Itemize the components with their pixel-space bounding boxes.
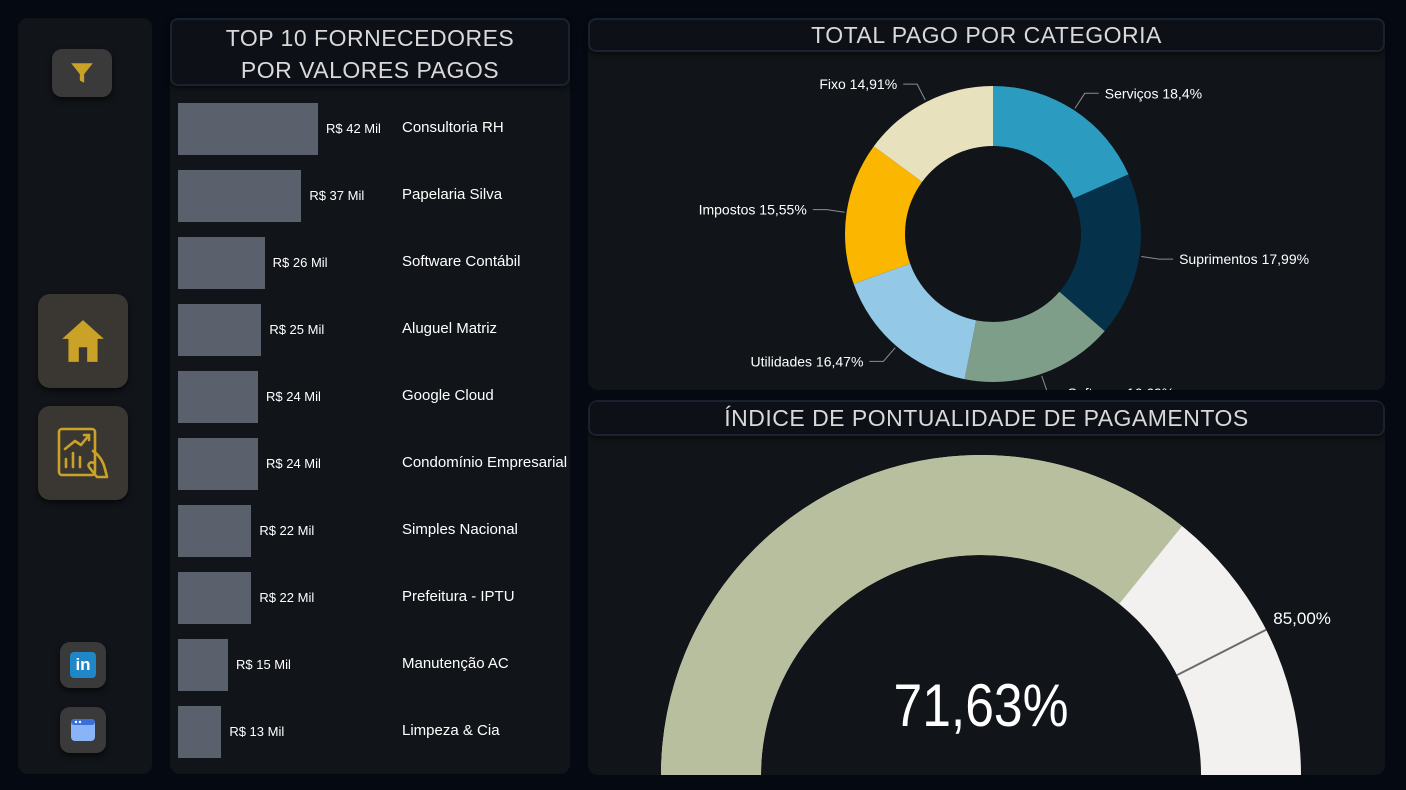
browser-button[interactable] <box>60 707 106 753</box>
supplier-bar[interactable] <box>178 639 228 691</box>
gauge-value-arc[interactable] <box>661 454 1183 775</box>
supplier-bar-row[interactable]: R$ 42 Mil Consultoria RH <box>178 103 568 157</box>
supplier-bar-value: R$ 25 Mil <box>269 322 325 337</box>
supplier-name: Condomínio Empresarial <box>402 454 568 471</box>
donut-slice-fixo[interactable] <box>873 86 993 182</box>
filter-icon <box>71 63 93 83</box>
donut-slice-software[interactable] <box>964 291 1105 383</box>
donut-leader-line <box>903 83 926 101</box>
donut-leader-line <box>812 209 845 213</box>
donut-slice-serviços[interactable] <box>993 86 1129 199</box>
supplier-bar[interactable] <box>178 505 252 557</box>
supplier-bar[interactable] <box>178 706 222 758</box>
supplier-bar[interactable] <box>178 237 265 289</box>
linkedin-button[interactable]: in <box>60 642 106 688</box>
supplier-bar-row[interactable]: R$ 24 Mil Condomínio Empresarial <box>178 438 568 492</box>
supplier-bar[interactable] <box>178 103 318 155</box>
sidebar: in <box>18 18 152 774</box>
supplier-bar[interactable] <box>178 438 258 490</box>
donut-leader-line <box>1041 375 1048 390</box>
supplier-bar-value: R$ 24 Mil <box>266 389 321 404</box>
suppliers-panel: TOP 10 FORNECEDORES POR VALORES PAGOS R$… <box>170 18 570 774</box>
punctuality-title: ÍNDICE DE PONTUALIDADE DE PAGAMENTOS <box>588 400 1385 436</box>
supplier-name: Aluguel Matriz <box>402 320 498 337</box>
suppliers-bar-chart: R$ 42 Mil Consultoria RH R$ 37 Mil Papelari… <box>178 103 568 763</box>
linkedin-icon: in <box>70 652 96 678</box>
supplier-bar-value: R$ 42 Mil <box>326 121 381 136</box>
donut-leader-line <box>869 347 896 362</box>
supplier-name: Consultoria RH <box>402 119 504 136</box>
report-chart-icon <box>57 427 109 479</box>
suppliers-title-line1: TOP 10 FORNECEDORES <box>225 25 515 51</box>
supplier-bar-row[interactable]: R$ 25 Mil Aluguel Matriz <box>178 304 568 358</box>
supplier-bar-row[interactable]: R$ 24 Mil Google Cloud <box>178 371 568 425</box>
supplier-bar-value: R$ 22 Mil <box>259 590 315 605</box>
suppliers-title: TOP 10 FORNECEDORES POR VALORES PAGOS <box>170 18 570 86</box>
filter-button[interactable] <box>52 49 112 97</box>
donut-slice-label: Fixo 14,91% <box>819 76 897 92</box>
supplier-bar[interactable] <box>178 572 252 624</box>
supplier-name: Google Cloud <box>402 387 494 404</box>
supplier-bar-row[interactable]: R$ 26 Mil Software Contábil <box>178 237 568 291</box>
supplier-bar-value: R$ 22 Mil <box>259 523 315 538</box>
browser-window-icon <box>71 719 95 741</box>
donut-slice-label: Impostos 15,55% <box>699 202 807 218</box>
supplier-bar[interactable] <box>178 371 258 423</box>
supplier-bar[interactable] <box>178 304 262 356</box>
supplier-bar-row[interactable]: R$ 13 Mil Limpeza & Cia <box>178 706 568 760</box>
donut-leader-line <box>1074 92 1099 109</box>
supplier-name: Limpeza & Cia <box>402 722 500 739</box>
home-nav-button[interactable] <box>38 294 128 388</box>
suppliers-title-line2: POR VALORES PAGOS <box>240 57 500 83</box>
supplier-bar-row[interactable]: R$ 37 Mil Papelaria Silva <box>178 170 568 224</box>
donut-slice-label: Utilidades 16,47% <box>751 353 864 369</box>
gauge-target-marker <box>1176 628 1267 677</box>
supplier-bar-value: R$ 26 Mil <box>272 255 328 270</box>
supplier-bar[interactable] <box>178 170 302 222</box>
home-icon <box>62 320 104 362</box>
gauge-value-label: 71,63% <box>894 671 1069 739</box>
category-donut-chart: Serviços 18,4% Suprimentos 17,99% Software… <box>699 76 1309 390</box>
donut-slice-utilidades[interactable] <box>853 263 977 380</box>
supplier-name: Manutenção AC <box>402 655 509 672</box>
donut-leader-line <box>1141 255 1174 260</box>
gauge-target-label: 85,00% <box>1273 609 1331 628</box>
supplier-bar-value: R$ 24 Mil <box>266 456 321 471</box>
donut-slice-label: Serviços 18,4% <box>1105 85 1202 101</box>
punctuality-gauge: 85,00% 71,63% <box>661 454 1331 775</box>
supplier-bar-row[interactable]: R$ 22 Mil Simples Nacional <box>178 505 568 559</box>
donut-slice-impostos[interactable] <box>845 146 923 284</box>
categories-title: TOTAL PAGO POR CATEGORIA <box>588 18 1385 52</box>
donut-slice-label: Suprimentos 17,99% <box>1179 251 1309 267</box>
punctuality-panel: ÍNDICE DE PONTUALIDADE DE PAGAMENTOS 85,… <box>588 400 1385 775</box>
supplier-name: Prefeitura - IPTU <box>402 588 515 605</box>
donut-slice-label: Software 16,69% <box>1068 385 1175 390</box>
categories-panel: TOTAL PAGO POR CATEGORIA Serviços 18,4% S… <box>588 18 1385 390</box>
supplier-bar-row[interactable]: R$ 22 Mil Prefeitura - IPTU <box>178 572 568 626</box>
donut-slice-suprimentos[interactable] <box>1059 174 1141 332</box>
supplier-bar-value: R$ 13 Mil <box>229 724 285 739</box>
linkedin-icon-text: in <box>75 655 91 674</box>
supplier-bar-row[interactable]: R$ 15 Mil Manutenção AC <box>178 639 568 693</box>
supplier-bar-value: R$ 15 Mil <box>236 657 291 672</box>
report-nav-button[interactable] <box>38 406 128 500</box>
supplier-name: Papelaria Silva <box>402 186 503 203</box>
supplier-name: Simples Nacional <box>402 521 518 538</box>
supplier-name: Software Contábil <box>402 253 521 270</box>
supplier-bar-value: R$ 37 Mil <box>309 188 365 203</box>
